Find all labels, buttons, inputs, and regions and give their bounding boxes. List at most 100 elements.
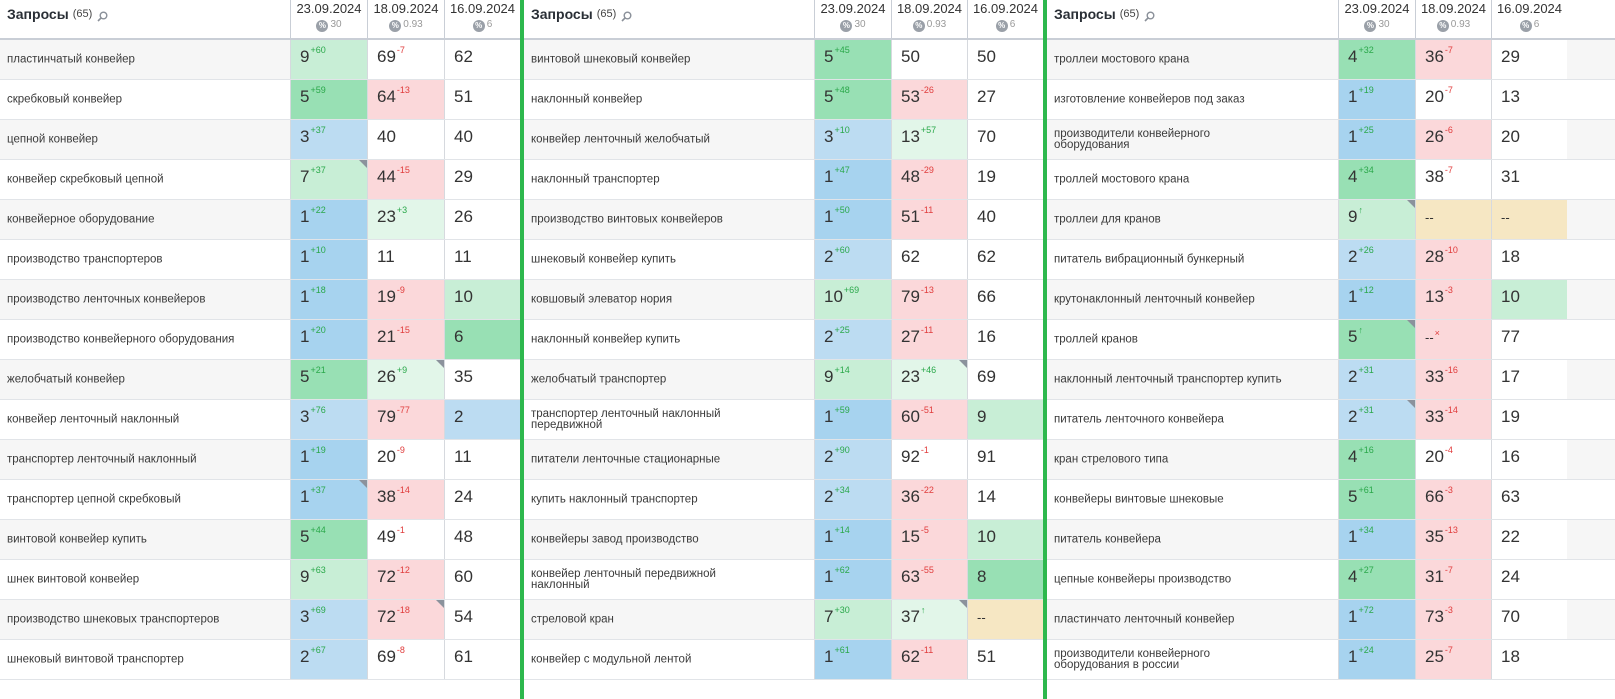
position-cell[interactable]: 25-7 bbox=[1415, 640, 1491, 679]
position-cell[interactable]: 1+34 bbox=[1338, 520, 1415, 559]
date-column-header[interactable]: 16.09.2024% 6 bbox=[444, 0, 520, 38]
position-cell[interactable]: 1+50 bbox=[814, 200, 891, 239]
position-cell[interactable]: 1+22 bbox=[290, 200, 367, 239]
position-cell[interactable]: 10 bbox=[1491, 280, 1567, 319]
query-text[interactable]: производство конвейерного оборудования bbox=[7, 333, 235, 345]
position-cell[interactable]: 14 bbox=[967, 480, 1043, 519]
position-cell[interactable]: 33-14 bbox=[1415, 400, 1491, 439]
position-cell[interactable]: 13+57 bbox=[891, 120, 967, 159]
position-cell[interactable]: 1+14 bbox=[814, 520, 891, 559]
query-text[interactable]: троллей кранов bbox=[1054, 333, 1138, 345]
position-cell[interactable]: 19-9 bbox=[367, 280, 444, 319]
query-text[interactable]: производители конвейерного оборудования bbox=[1054, 127, 1211, 151]
query-text[interactable]: наклонный конвейер bbox=[531, 93, 643, 105]
search-icon[interactable] bbox=[621, 9, 632, 22]
position-cell[interactable]: 5+59 bbox=[290, 80, 367, 119]
position-cell[interactable]: 51 bbox=[444, 80, 520, 119]
position-cell[interactable]: 64-13 bbox=[367, 80, 444, 119]
position-cell[interactable]: 4+32 bbox=[1338, 40, 1415, 79]
query-text[interactable]: винтовой шнековый конвейер bbox=[531, 53, 691, 65]
position-cell[interactable]: 66 bbox=[967, 280, 1043, 319]
position-cell[interactable]: 2+25 bbox=[814, 320, 891, 359]
query-text[interactable]: транспортер ленточный наклонный передвиж… bbox=[531, 407, 721, 431]
position-cell[interactable]: 38-14 bbox=[367, 480, 444, 519]
position-cell[interactable]: 18 bbox=[1491, 240, 1567, 279]
query-text[interactable]: конвейеры винтовые шнековые bbox=[1054, 493, 1224, 505]
position-cell[interactable]: 51 bbox=[967, 640, 1043, 679]
query-text[interactable]: производство шнековых транспортеров bbox=[7, 613, 220, 625]
position-cell[interactable]: 8 bbox=[967, 560, 1043, 599]
query-text[interactable]: конвейер ленточный передвижной наклонный bbox=[531, 567, 716, 591]
position-cell[interactable]: 63 bbox=[1491, 480, 1567, 519]
position-cell[interactable]: 4+16 bbox=[1338, 440, 1415, 479]
position-cell[interactable]: 37↑ bbox=[891, 600, 967, 639]
query-text[interactable]: троллей мостового крана bbox=[1054, 173, 1190, 185]
query-text[interactable]: производители конвейерного оборудования … bbox=[1054, 647, 1211, 671]
position-cell[interactable]: 60 bbox=[444, 560, 520, 599]
position-cell[interactable]: 28-10 bbox=[1415, 240, 1491, 279]
query-text[interactable]: кран стрелового типа bbox=[1054, 453, 1169, 465]
position-cell[interactable]: 63-55 bbox=[891, 560, 967, 599]
position-cell[interactable]: 1+19 bbox=[1338, 80, 1415, 119]
position-cell[interactable]: 7+37 bbox=[290, 160, 367, 199]
position-cell[interactable]: 11 bbox=[444, 240, 520, 279]
position-cell[interactable]: 13 bbox=[1491, 80, 1567, 119]
position-cell[interactable]: 9+63 bbox=[290, 560, 367, 599]
position-cell[interactable]: 5+45 bbox=[814, 40, 891, 79]
position-cell[interactable]: 26-6 bbox=[1415, 120, 1491, 159]
position-cell[interactable]: 27-11 bbox=[891, 320, 967, 359]
position-cell[interactable]: 44-15 bbox=[367, 160, 444, 199]
position-cell[interactable]: 16 bbox=[967, 320, 1043, 359]
position-cell[interactable]: 36-7 bbox=[1415, 40, 1491, 79]
position-cell[interactable]: 3+37 bbox=[290, 120, 367, 159]
position-cell[interactable]: 72-18 bbox=[367, 600, 444, 639]
position-cell[interactable]: 53-26 bbox=[891, 80, 967, 119]
query-text[interactable]: наклонный ленточный транспортер купить bbox=[1054, 373, 1282, 385]
position-cell[interactable]: 1+62 bbox=[814, 560, 891, 599]
position-cell[interactable]: 19 bbox=[967, 160, 1043, 199]
position-cell[interactable]: 13-3 bbox=[1415, 280, 1491, 319]
position-cell[interactable]: 16 bbox=[1491, 440, 1567, 479]
position-cell[interactable]: 31 bbox=[1491, 160, 1567, 199]
query-text[interactable]: питатели ленточные стационарные bbox=[531, 453, 721, 465]
position-cell[interactable]: 22 bbox=[1491, 520, 1567, 559]
position-cell[interactable]: 1+25 bbox=[1338, 120, 1415, 159]
position-cell[interactable]: --× bbox=[1415, 320, 1491, 359]
position-cell[interactable]: 62 bbox=[967, 240, 1043, 279]
position-cell[interactable]: 60-51 bbox=[891, 400, 967, 439]
position-cell[interactable]: 33-16 bbox=[1415, 360, 1491, 399]
query-text[interactable]: питатель вибрационный бункерный bbox=[1054, 253, 1245, 265]
position-cell[interactable]: 11 bbox=[444, 440, 520, 479]
position-cell[interactable]: 2+31 bbox=[1338, 400, 1415, 439]
position-cell[interactable]: 1+37 bbox=[290, 480, 367, 519]
query-text[interactable]: транспортер цепной скребковый bbox=[7, 493, 181, 505]
query-text[interactable]: производство транспортеров bbox=[7, 253, 163, 265]
query-text[interactable]: шнековый конвейер купить bbox=[531, 253, 677, 265]
position-cell[interactable]: 29 bbox=[444, 160, 520, 199]
position-cell[interactable]: 9+60 bbox=[290, 40, 367, 79]
position-cell[interactable]: 2+60 bbox=[814, 240, 891, 279]
position-cell[interactable]: 26+9 bbox=[367, 360, 444, 399]
position-cell[interactable]: 20-4 bbox=[1415, 440, 1491, 479]
query-text[interactable]: пластинчато ленточный конвейер bbox=[1054, 613, 1235, 625]
position-cell[interactable]: 7+30 bbox=[814, 600, 891, 639]
position-cell[interactable]: -- bbox=[1415, 200, 1491, 239]
position-cell[interactable]: 2+90 bbox=[814, 440, 891, 479]
queries-title[interactable]: Запросы (65) bbox=[7, 6, 108, 22]
query-text[interactable]: конвейер ленточный наклонный bbox=[7, 413, 180, 425]
query-text[interactable]: конвейер скребковый цепной bbox=[7, 173, 164, 185]
position-cell[interactable]: 5+21 bbox=[290, 360, 367, 399]
position-cell[interactable]: 5+61 bbox=[1338, 480, 1415, 519]
position-cell[interactable]: 23+46 bbox=[891, 360, 967, 399]
position-cell[interactable]: 20-9 bbox=[367, 440, 444, 479]
query-text[interactable]: скребковый конвейер bbox=[7, 93, 123, 105]
position-cell[interactable]: 3+69 bbox=[290, 600, 367, 639]
position-cell[interactable]: 48 bbox=[444, 520, 520, 559]
position-cell[interactable]: 15-5 bbox=[891, 520, 967, 559]
search-icon[interactable] bbox=[97, 9, 108, 22]
position-cell[interactable]: 20-7 bbox=[1415, 80, 1491, 119]
query-text[interactable]: конвейер с модульной лентой bbox=[531, 653, 692, 665]
position-cell[interactable]: 27 bbox=[967, 80, 1043, 119]
query-text[interactable]: купить наклонный транспортер bbox=[531, 493, 698, 505]
position-cell[interactable]: 62-11 bbox=[891, 640, 967, 679]
